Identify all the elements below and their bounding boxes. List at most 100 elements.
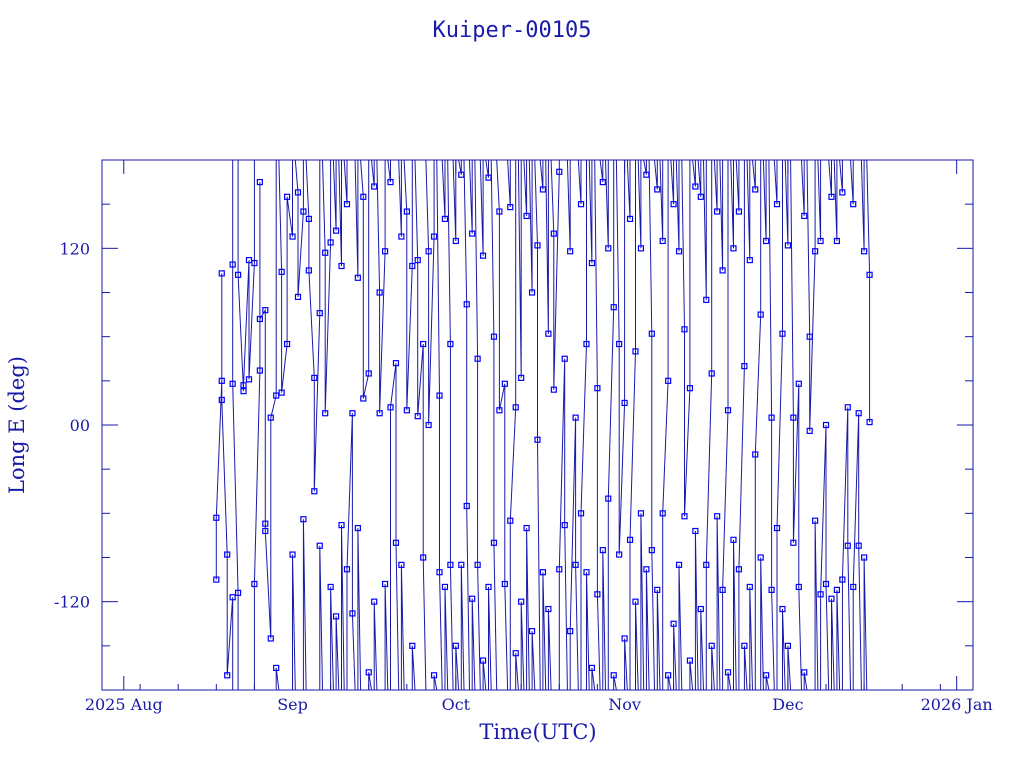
data-point <box>403 208 410 215</box>
data-point <box>349 610 356 617</box>
data-point <box>496 208 503 215</box>
data-point <box>305 215 312 222</box>
data-point <box>828 595 835 602</box>
data-point <box>648 547 655 554</box>
data-point <box>637 510 645 517</box>
data-point <box>735 566 743 573</box>
data-point <box>234 589 242 596</box>
data-point <box>224 672 231 679</box>
data-point <box>507 517 514 524</box>
data-point <box>599 547 606 554</box>
y-axis-label: Long E (deg) <box>5 356 29 494</box>
data-point <box>643 566 650 573</box>
data-point <box>403 407 410 414</box>
data-point <box>659 510 666 517</box>
data-point <box>267 635 274 642</box>
data-point <box>414 257 421 264</box>
data-point <box>278 389 285 396</box>
data-point <box>469 595 476 602</box>
axes-layer: 120 00 -120 2025 Aug Sep Oct Nov Dec 2026 Jan <box>54 160 993 714</box>
data-point <box>757 554 764 561</box>
data-point <box>283 340 291 348</box>
data-point <box>741 642 748 649</box>
data-point <box>763 237 770 245</box>
data-point <box>730 245 737 252</box>
data-point <box>229 380 236 387</box>
data-point <box>463 301 470 308</box>
data-point <box>387 404 394 411</box>
data-point <box>490 539 498 546</box>
data-point <box>714 208 721 215</box>
data-point <box>485 174 492 181</box>
data-point <box>387 178 394 186</box>
data-point <box>262 307 269 314</box>
data-point <box>381 580 389 588</box>
data-point <box>294 189 302 196</box>
data-point <box>327 239 334 246</box>
data-point <box>665 377 672 384</box>
data-point <box>626 215 634 222</box>
data-point <box>675 561 683 568</box>
data-point <box>376 410 383 417</box>
data-point <box>316 542 323 549</box>
data-point <box>343 566 351 573</box>
data-point <box>251 580 258 588</box>
data-point <box>801 212 808 220</box>
data-point <box>763 672 770 679</box>
data-point <box>686 385 694 392</box>
data-point <box>289 233 296 240</box>
data-point <box>746 257 753 264</box>
data-point <box>251 259 258 267</box>
data-point <box>648 330 655 337</box>
data-point <box>490 333 498 340</box>
data-point <box>610 672 617 679</box>
data-point <box>806 427 813 434</box>
data-point <box>240 382 247 389</box>
data-point <box>556 566 563 573</box>
data-point <box>621 635 628 642</box>
data-point <box>626 536 634 543</box>
data-point <box>594 591 601 598</box>
data-point <box>371 598 378 605</box>
data-point <box>507 204 514 211</box>
data-point <box>822 421 830 429</box>
data-point <box>773 524 781 532</box>
data-point <box>469 230 476 237</box>
data-point <box>229 594 236 601</box>
data-point <box>784 242 792 249</box>
data-point <box>213 576 220 583</box>
data-point <box>496 407 503 414</box>
data-point <box>534 436 541 443</box>
data-point <box>430 672 438 679</box>
data-point <box>643 171 650 178</box>
x-tick-label: Oct <box>442 695 471 714</box>
data-point <box>844 542 851 549</box>
y-tick-label: 120 <box>59 239 90 258</box>
data-point <box>360 193 367 200</box>
data-point <box>545 330 552 337</box>
data-point <box>779 330 786 337</box>
data-point <box>420 554 427 561</box>
data-point <box>311 374 318 381</box>
data-point <box>256 178 263 186</box>
data-point <box>550 386 557 393</box>
x-tick-label: Sep <box>277 695 308 714</box>
data-point <box>452 237 459 245</box>
data-point <box>430 233 438 240</box>
data-point <box>447 340 454 348</box>
data-point <box>556 168 563 175</box>
data-point <box>616 551 623 558</box>
data-point <box>365 370 372 377</box>
data-point <box>588 664 596 672</box>
data-point <box>518 598 525 605</box>
data-point <box>812 517 819 524</box>
data-point <box>577 510 585 517</box>
data-point <box>523 212 530 220</box>
data-point <box>806 333 813 340</box>
data-point <box>839 576 846 583</box>
data-point <box>861 554 868 561</box>
data-point <box>567 628 574 635</box>
data-point <box>817 591 824 598</box>
data-point <box>245 376 253 383</box>
data-point <box>545 605 552 613</box>
